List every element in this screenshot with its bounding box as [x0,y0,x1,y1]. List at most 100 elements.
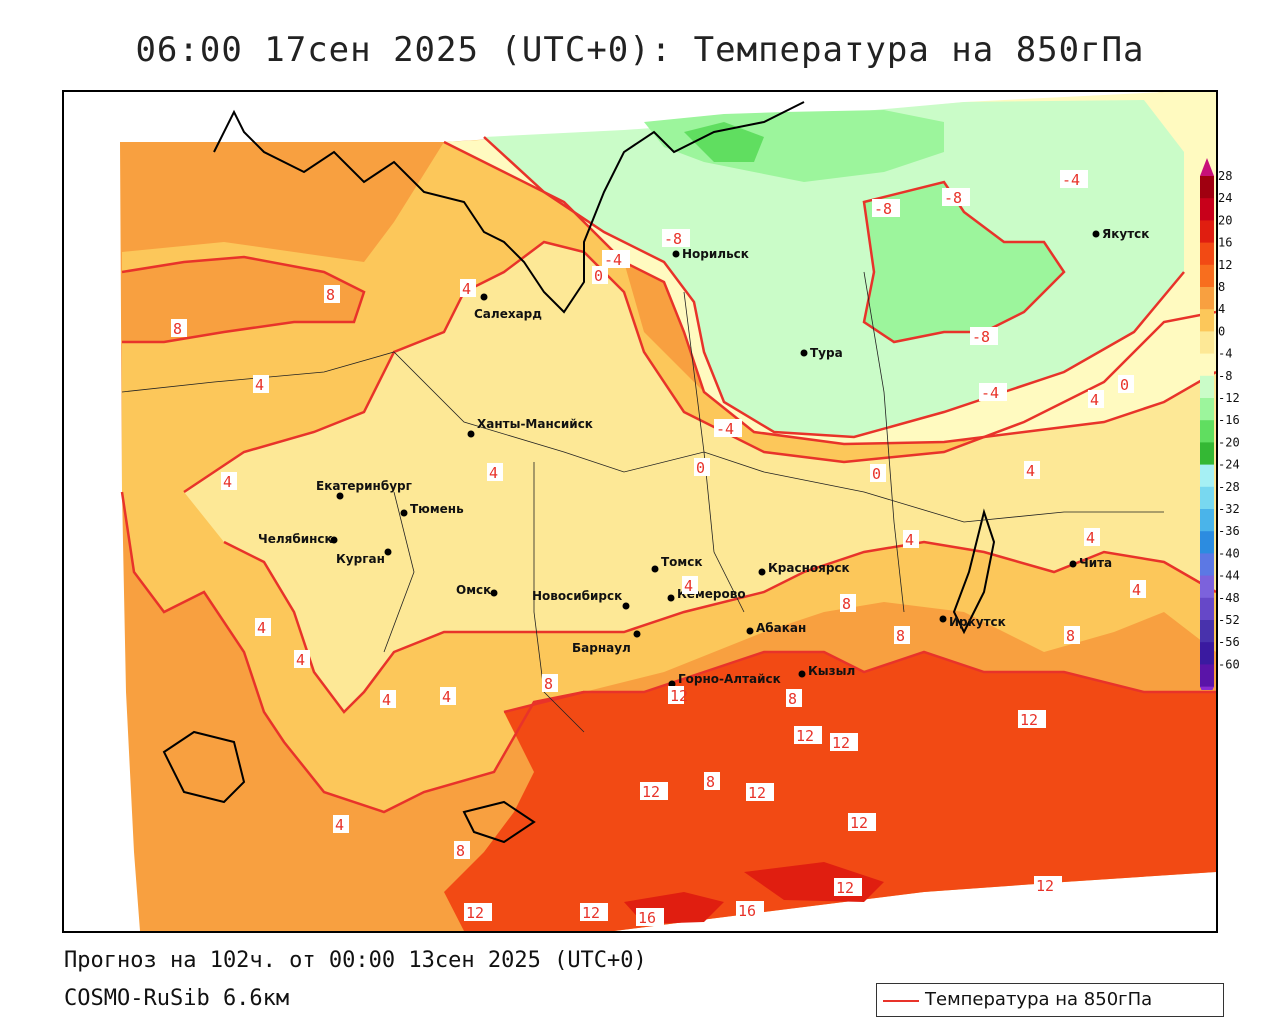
isotherm-label: -8 [942,188,970,207]
color-scale-swatch [1200,620,1214,643]
svg-text:4: 4 [442,688,451,706]
color-scale-swatch [1200,486,1214,510]
svg-text:4: 4 [255,376,264,394]
svg-text:-4: -4 [716,420,734,438]
city-label: Тура [810,346,843,360]
city-marker: Тюмень [400,502,464,517]
isotherm-label: 8 [454,841,470,860]
svg-text:-8: -8 [874,200,892,218]
isotherm-label: -4 [714,419,742,438]
city-label: Барнаул [572,641,631,655]
isotherm-label: 4 [380,690,396,709]
isotherm-label: 12 [464,903,492,922]
color-scale-label: -4 [1218,347,1232,361]
city-marker: Ханты-Мансийск [467,417,593,438]
isotherm-label: 8 [894,626,910,645]
color-scale-label: -24 [1218,458,1240,472]
color-scale-label: -52 [1218,613,1240,627]
isotherm-label: -4 [1060,170,1088,189]
isotherm-label: 12 [794,726,822,745]
color-scale-label: 0 [1218,324,1225,338]
color-scale-swatch [1200,198,1214,221]
color-scale-swatch [1200,597,1214,621]
city-label: Томск [661,555,703,569]
isotherm-label: 12 [834,878,862,897]
city-marker: Омск [456,583,498,597]
isotherm-label: 16 [736,901,764,920]
isotherm-label: 8 [1064,626,1080,645]
color-scale-arrow-bottom [1200,686,1214,690]
color-scale-label: 12 [1218,258,1232,272]
color-scale-swatch [1200,531,1214,554]
color-scale-label: -60 [1218,657,1240,671]
city-label: Якутск [1102,227,1149,241]
svg-text:4: 4 [684,577,693,595]
color-scale-label: 28 [1218,169,1232,183]
isotherm-label: 4 [1130,580,1146,599]
isotherm-label: 12 [848,813,876,832]
color-scale-arrow-top [1200,158,1214,176]
svg-text:4: 4 [1132,581,1141,599]
color-scale-label: -20 [1218,435,1240,449]
color-scale-label: 16 [1218,236,1232,250]
svg-text:4: 4 [335,816,344,834]
city-marker: Чита [1069,556,1112,570]
svg-text:0: 0 [594,267,603,285]
city-label: Екатеринбург [316,479,412,493]
city-marker: Красноярск [758,561,850,576]
color-scale-swatch [1200,264,1214,288]
city-marker: Новосибирск [532,589,630,610]
color-scale-swatch [1200,464,1214,488]
isotherm-label: 12 [1034,876,1062,895]
isotherm-label: 12 [580,903,608,922]
city-label: Норильск [682,247,749,261]
forecast-info: Прогноз на 102ч. от 00:00 13сен 2025 (UT… [64,948,647,973]
isotherm-label: 8 [542,674,558,693]
city-label: Кызыл [808,664,855,678]
zone-minus4-minus8 [484,100,1184,437]
color-scale-swatch [1200,553,1214,577]
isotherm-label: 16 [636,908,664,927]
color-scale-swatch [1200,642,1214,665]
svg-text:4: 4 [1086,529,1095,547]
isotherm-label: 0 [694,458,710,477]
isotherm-label: 12 [668,686,688,705]
svg-text:4: 4 [462,280,471,298]
isotherm-label: 4 [1024,461,1040,480]
isotherm-label: 12 [830,733,858,752]
isotherm-label: 0 [1118,375,1134,394]
svg-text:-8: -8 [972,328,990,346]
color-scale-swatch [1200,176,1214,199]
city-label: Красноярск [768,561,850,575]
color-scale-swatch [1200,420,1214,443]
svg-text:4: 4 [1026,462,1035,480]
isotherm-label: -4 [979,383,1007,402]
isotherm-label: 4 [460,279,476,298]
isotherm-label: 8 [704,772,720,791]
isotherm-label: 12 [640,782,668,801]
city-marker: Челябинск [258,532,338,546]
svg-text:0: 0 [1120,376,1129,394]
isotherm-label: 8 [171,319,187,338]
svg-text:0: 0 [696,459,705,477]
isotherm-label: 4 [1088,390,1104,409]
svg-text:8: 8 [842,595,851,613]
city-marker: Норильск [672,247,749,261]
svg-text:12: 12 [1020,711,1038,729]
city-label: Абакан [756,621,806,635]
color-scale-label: -40 [1218,546,1240,560]
color-scale-swatch [1200,664,1214,688]
color-scale-swatch [1200,331,1214,355]
svg-text:8: 8 [1066,627,1075,645]
svg-text:4: 4 [489,464,498,482]
city-label: Курган [336,552,385,566]
coastlines [162,101,996,844]
temperature-map: Норильск Якутск Салехард Тура Ханты-Манс… [62,90,1218,933]
map-legend: Температура на 850гПа [876,983,1224,1017]
isotherm-label: 4 [487,463,503,482]
city-marker: Екатеринбург [316,479,412,500]
color-scale-labels: 28 24 20 16 12 8 4 0 -4 -8 -12 -16 -20 -24 -28 -32 -36 -4… [1218,169,1240,671]
model-name: COSMO-RuSib 6.6км [64,986,290,1011]
color-scale-swatch [1200,509,1214,532]
color-scale-swatch [1200,287,1214,310]
